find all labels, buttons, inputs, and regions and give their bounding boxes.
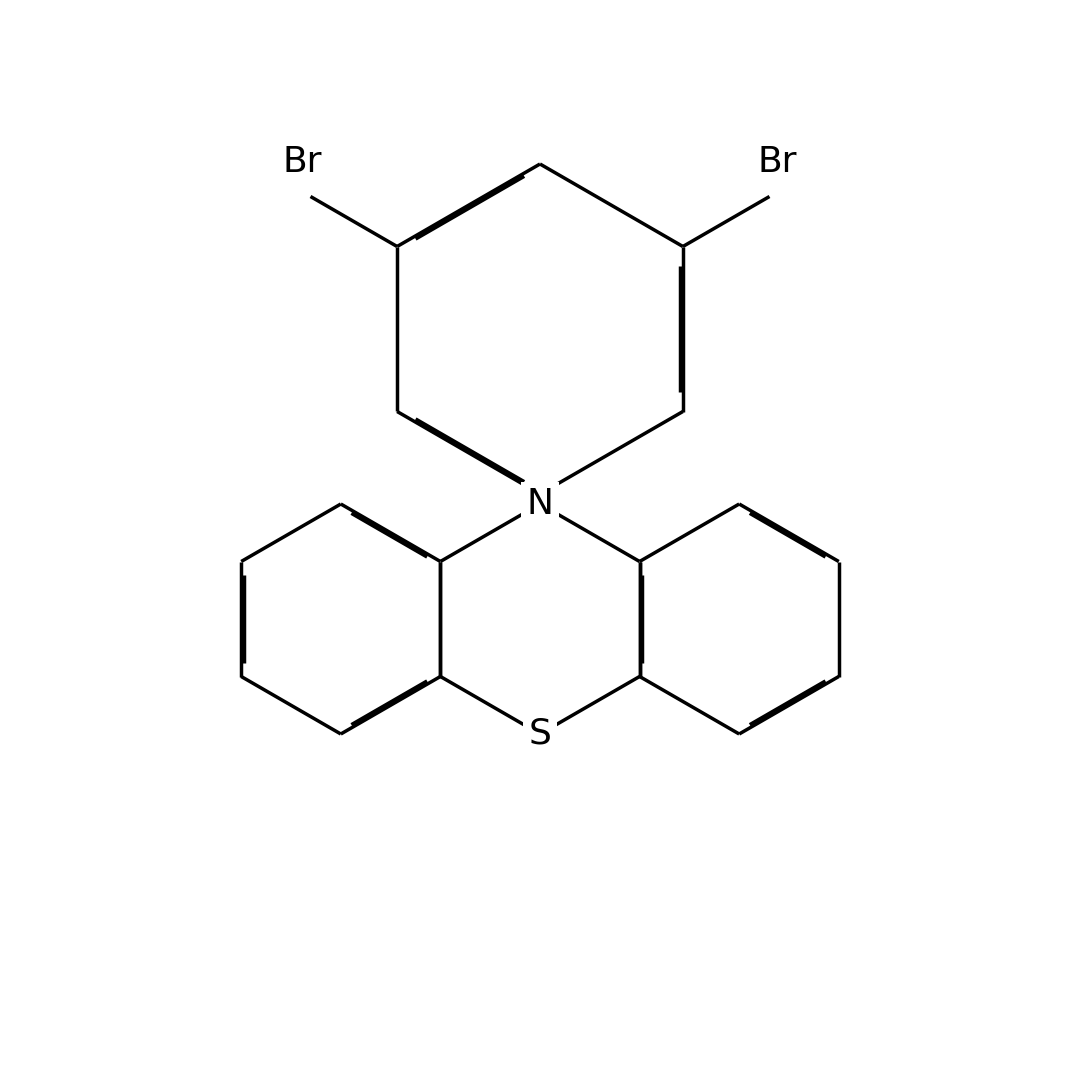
Text: N: N xyxy=(527,487,554,521)
Text: Br: Br xyxy=(757,145,797,178)
Text: Br: Br xyxy=(283,145,323,178)
Text: S: S xyxy=(529,718,551,751)
